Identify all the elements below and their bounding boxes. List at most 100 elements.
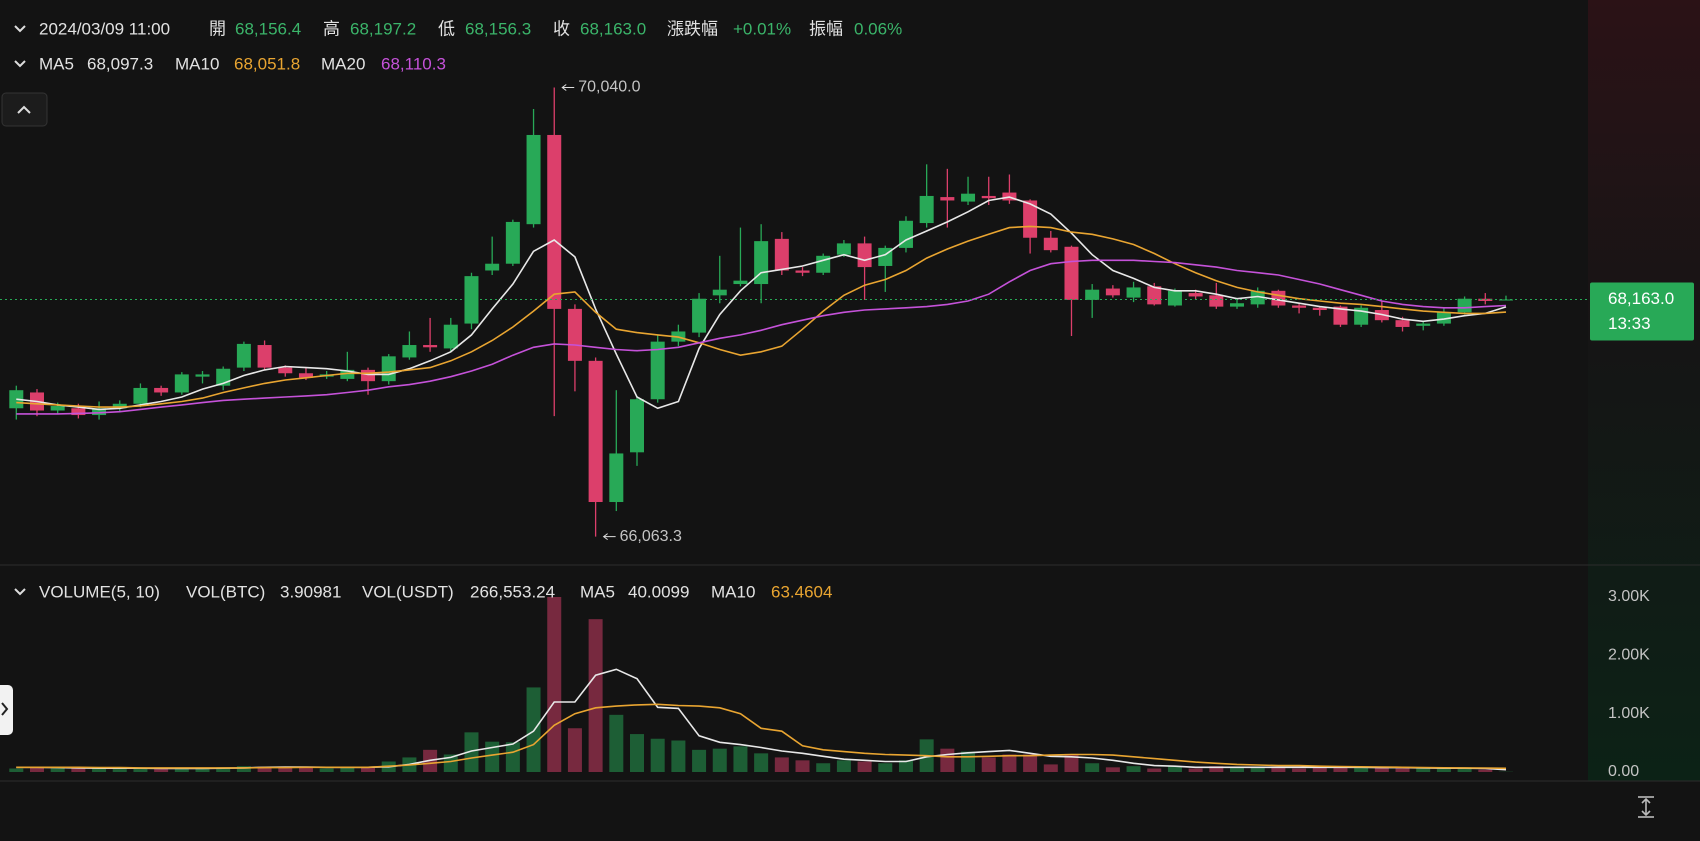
change-value: +0.01% (733, 19, 791, 38)
candle-body (1043, 237, 1058, 251)
collapse-button[interactable] (1, 92, 48, 127)
volume-bar (692, 749, 707, 772)
volume-bar (1354, 767, 1369, 772)
volume-bar (1209, 766, 1224, 772)
volume-bar (9, 768, 24, 772)
time-axis-panel (0, 781, 1700, 841)
candle-body (112, 403, 127, 409)
volume-bar (1395, 768, 1410, 772)
legend-value: 68,051.8 (234, 54, 300, 73)
volume-bar (774, 757, 789, 772)
candle-body (650, 341, 665, 400)
legend-value: 68,110.3 (381, 54, 446, 73)
ma-line (16, 196, 1507, 411)
volume-bar (940, 748, 955, 772)
candle-body (588, 360, 603, 503)
volume-bar (898, 760, 913, 772)
price-axis-panel (1588, 0, 1700, 781)
volume-bar (754, 753, 769, 772)
vol-usdt-value: 266,553.24 (470, 582, 555, 601)
y-tick-label: 3.00K (1608, 588, 1650, 605)
volume-bar (257, 766, 272, 772)
volume-bar (485, 741, 500, 772)
amplitude-label: 振幅 (809, 19, 843, 38)
candle-body (1457, 298, 1472, 313)
amplitude-value: 0.06% (854, 19, 902, 38)
volume-bar (112, 769, 127, 772)
volume-bar (1312, 767, 1327, 772)
collapse-chevron[interactable] (14, 25, 26, 33)
volume-bar (1002, 754, 1017, 772)
volume-bar (588, 619, 603, 772)
high-value: 68,197.2 (350, 19, 416, 38)
volume-bar (567, 728, 582, 772)
legend-name: MA5 (580, 582, 615, 601)
candle-body (402, 345, 417, 358)
volume-bar (1416, 767, 1431, 772)
volume-bar (1064, 753, 1079, 772)
volume-bar (29, 767, 44, 772)
volume-bar (464, 732, 479, 772)
volume-bar (1478, 769, 1493, 772)
ma-line (16, 703, 1507, 770)
volume-bar (154, 769, 169, 772)
vol-usdt-label: VOL(USDT) (362, 582, 454, 601)
candle-body (257, 345, 272, 368)
candle-body (485, 263, 500, 271)
candle-body (857, 243, 872, 268)
volume-bar (361, 766, 376, 772)
collapse-icon (17, 105, 31, 114)
arrow (602, 533, 616, 541)
volume-title: VOLUME(5, 10) (39, 582, 160, 601)
candle-body (1105, 288, 1120, 296)
volume-bar (1250, 766, 1265, 772)
volume-bar (733, 746, 748, 772)
volume-bar (133, 767, 148, 772)
candle-body (505, 221, 520, 264)
y-tick-label: 2.00K (1608, 647, 1650, 664)
volume-bar (547, 597, 562, 772)
legend-value: 68,097.3 (87, 54, 153, 73)
scale-icon[interactable] (1638, 796, 1654, 818)
volume-bar (71, 767, 86, 772)
arrow (561, 84, 575, 91)
change-label: 漲跌幅 (667, 19, 718, 38)
ma-line (16, 259, 1507, 415)
close-value: 68,163.0 (580, 19, 646, 38)
price-tag-value: 68,163.0 (1608, 289, 1674, 308)
candle-body (443, 324, 458, 349)
collapse-chevron[interactable] (14, 588, 26, 596)
candle-body (133, 387, 148, 404)
volume-bar (505, 742, 520, 772)
candle-body (774, 238, 789, 271)
volume-bar (1085, 763, 1100, 772)
candle-body (692, 298, 707, 333)
volume-bar (1105, 767, 1120, 772)
candle-body (1064, 246, 1079, 300)
collapse-chevron[interactable] (14, 60, 26, 68)
candle-body (609, 453, 624, 503)
volume-bar (278, 767, 293, 772)
legend-name: MA10 (711, 582, 755, 601)
volume-bar (1292, 768, 1307, 772)
volume-bar (1167, 766, 1182, 772)
candle-body (361, 369, 376, 382)
candle-body (71, 408, 86, 416)
volume-bar (712, 748, 727, 772)
candle-body (1416, 323, 1431, 326)
candle-body (754, 241, 769, 285)
candle-body (278, 367, 293, 374)
volume-bar (340, 767, 355, 772)
volume-bar (236, 766, 251, 772)
candle-body (154, 387, 169, 393)
candle-body (1436, 312, 1451, 324)
candle-body (940, 197, 955, 201)
volume-bar (443, 754, 458, 772)
candle-body (423, 345, 438, 348)
candle-body (547, 134, 562, 309)
candle-body (1188, 293, 1203, 297)
legend-name: MA20 (321, 54, 365, 73)
candle-body (836, 243, 851, 255)
volume-bar (671, 740, 686, 772)
